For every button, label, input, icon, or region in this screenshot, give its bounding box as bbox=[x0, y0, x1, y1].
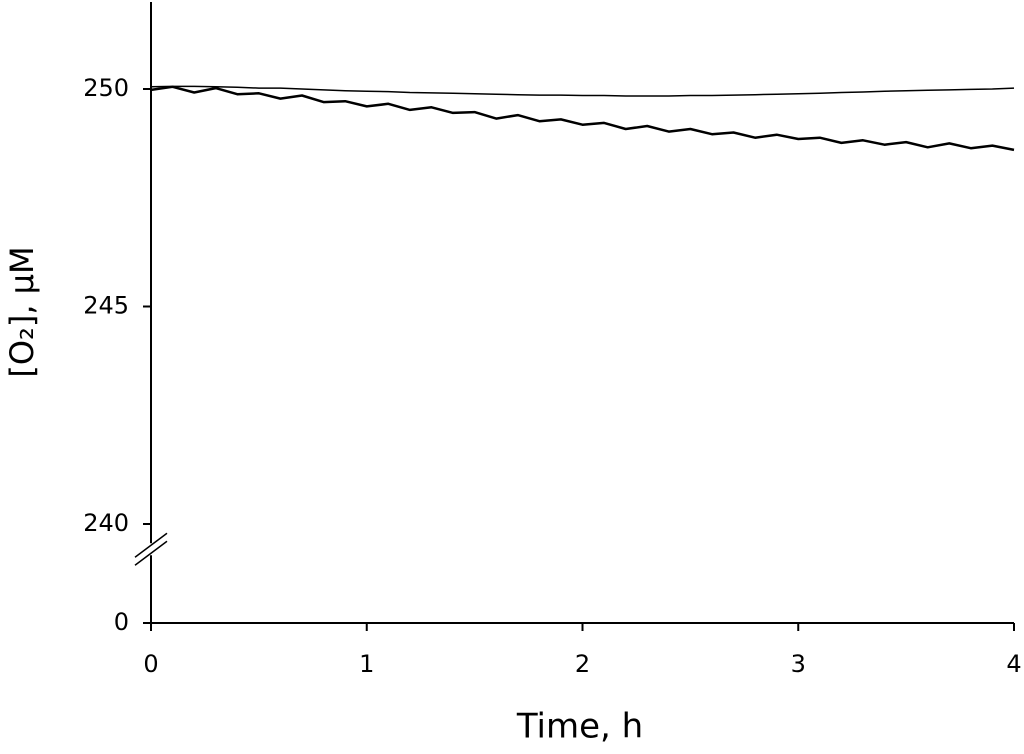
data-line bbox=[150, 85, 1015, 97]
axis-break-mark bbox=[134, 532, 168, 558]
x-tick-label: 0 bbox=[143, 650, 158, 678]
y-axis-label: [O₂], μM bbox=[3, 246, 41, 377]
y-tick-label: 240 bbox=[83, 509, 129, 537]
y-tick-label: 245 bbox=[83, 292, 129, 320]
data-line bbox=[150, 85, 1015, 152]
x-axis-label: Time, h bbox=[516, 707, 643, 747]
x-tick-label: 4 bbox=[1006, 650, 1021, 678]
y-tick-label: 250 bbox=[83, 74, 129, 102]
axis-break-mark bbox=[134, 540, 168, 566]
x-tick-label: 2 bbox=[575, 650, 590, 678]
x-tick-label: 1 bbox=[359, 650, 374, 678]
y-tick-label: 0 bbox=[114, 608, 129, 636]
x-tick-label: 3 bbox=[791, 650, 806, 678]
axis-break-gap bbox=[147, 543, 155, 556]
